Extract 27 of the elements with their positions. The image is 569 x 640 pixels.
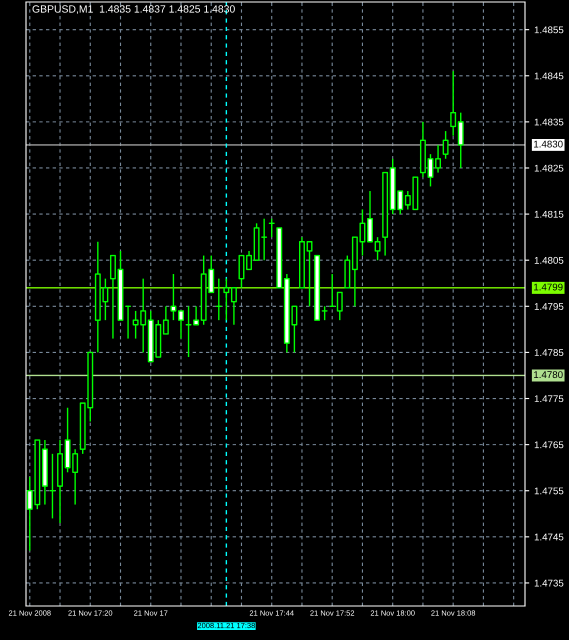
candlestick [50,453,56,520]
candlestick [450,70,456,136]
ref-line-label: 1.4799 [534,284,563,290]
ref-line-label: 1.4830 [534,140,563,148]
y-tick-label: 1.4775 [534,395,564,402]
candlestick [336,292,343,321]
y-tick-label: 1.4835 [534,118,564,126]
y-tick-label: 1.4785 [534,349,564,356]
candlestick [208,254,214,294]
candlestick [329,273,336,307]
candlestick [216,278,222,321]
y-tick-label: 1.4845 [534,72,564,80]
y-tick-label: 1.4805 [534,256,564,264]
candlestick [442,130,449,160]
ref-line-label: 1.4780 [534,371,563,378]
candlestick [268,218,275,238]
chart-title: GBPUSD,M1 1.4835 1.4837 1.4825 1.4830 [32,5,235,14]
y-tick-label: 1.4815 [534,210,564,218]
y-tick-label: 1.4755 [534,488,564,494]
candlestick [458,112,464,169]
y-tick-label: 1.4745 [534,534,564,540]
y-tick-label: 1.4825 [534,164,564,172]
y-tick-label: 1.4795 [534,303,564,310]
candlestick [397,190,404,215]
y-tick-label: 1.4855 [534,26,564,34]
y-tick-label: 1.4735 [534,580,564,587]
y-tick-label: 1.4765 [534,441,564,448]
